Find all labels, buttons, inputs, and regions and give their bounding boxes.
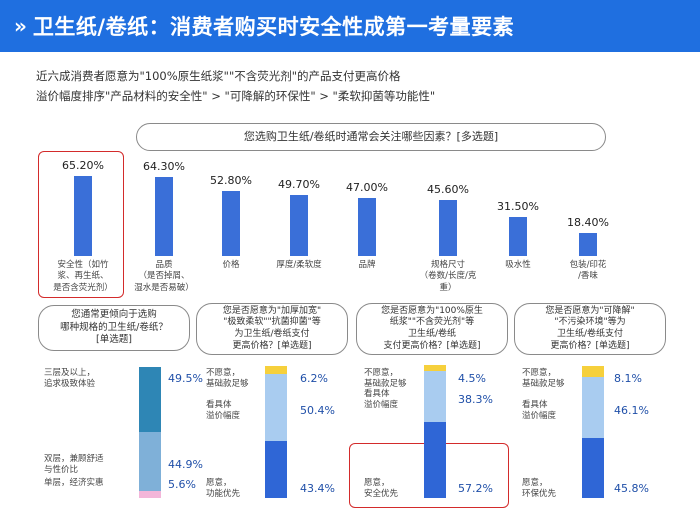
stack-3-segment-1 <box>424 371 446 422</box>
bar-7 <box>579 233 597 256</box>
bar-value-label-5: 45.60% <box>427 183 469 196</box>
stack-3-value-1: 38.3% <box>458 392 493 406</box>
stack-1-label-2: 三层及以上， 追求极致体验 <box>44 368 96 390</box>
header-banner: » 卫生纸/卷纸：消费者购买时安全性成第一考量要素 <box>0 0 700 52</box>
stack-3-value-2: 4.5% <box>458 372 486 385</box>
question-pill-function: 您是否愿意为"加厚加宽" "极致柔软""抗菌抑菌"等 为卫生纸/卷纸支付 更高价格？[… <box>196 303 348 355</box>
stack-2-label-0: 愿意， 功能优先 <box>206 478 241 500</box>
stack-1-label-0: 单层，经济实惠 <box>44 478 104 488</box>
stack-2-value-2: 6.2% <box>300 372 328 385</box>
stack-3-label-2: 不愿意， 基础款足够 <box>364 368 407 390</box>
stack-4-label-1: 看具体 溢价幅度 <box>522 399 557 421</box>
stack-4-label-0: 愿意， 环保优先 <box>522 478 557 500</box>
bar-5 <box>439 200 457 256</box>
bar-category-label-4: 品牌 <box>358 260 376 270</box>
double-chevron-icon: » <box>14 14 27 38</box>
stack-1-segment-2 <box>139 367 161 432</box>
bar-value-label-6: 31.50% <box>497 200 539 213</box>
bar-value-label-3: 49.70% <box>278 178 320 191</box>
stack-4-label-2: 不愿意， 基础款足够 <box>522 368 565 390</box>
stack-4-segment-0 <box>582 438 604 498</box>
stack-3-label-1: 看具体 溢价幅度 <box>364 388 399 410</box>
bar-2 <box>222 191 240 256</box>
stack-2-label-2: 不愿意， 基础款足够 <box>206 368 249 390</box>
stack-2-segment-1 <box>265 374 287 441</box>
stack-4-value-1: 46.1% <box>614 403 649 417</box>
stack-1-value-1: 44.9% <box>168 457 203 471</box>
main-question: 您选购卫生纸/卷纸时通常会关注哪些因素？[多选题] <box>136 123 606 151</box>
stack-4-segment-2 <box>582 366 604 377</box>
bar-1 <box>155 177 173 256</box>
stack-1-value-0: 5.6% <box>168 478 196 491</box>
bar-6 <box>509 217 527 256</box>
stack-2-value-1: 50.4% <box>300 403 335 417</box>
stack-3-segment-2 <box>424 365 446 371</box>
bar-3 <box>290 195 308 256</box>
bar-value-label-4: 47.00% <box>346 181 388 194</box>
question-pill-ply: 您通常更倾向于选购 哪种规格的卫生纸/卷纸？ [单选题] <box>38 305 190 351</box>
stack-4-segment-1 <box>582 377 604 438</box>
stack-2-value-0: 43.4% <box>300 482 335 495</box>
bar-category-label-1: 品质 （是否掉屑、 湿水是否易破） <box>134 260 194 293</box>
stack-1-segment-0 <box>139 491 161 498</box>
page-title: 卫生纸/卷纸：消费者购买时安全性成第一考量要素 <box>32 15 515 39</box>
bar-4 <box>358 198 376 256</box>
bar-category-label-3: 厚度/柔软度 <box>276 260 322 270</box>
stack-1-segment-1 <box>139 432 161 491</box>
bar-category-label-2: 价格 <box>222 260 240 270</box>
question-pill-eco: 您是否愿意为"可降解" "不污染环境"等为 卫生纸/卷纸支付 更高价格？[单选题] <box>514 303 666 355</box>
stack-2-segment-0 <box>265 441 287 498</box>
bar-category-label-5: 规格尺寸 （卷数/长度/克重） <box>419 260 477 293</box>
stack-1-label-1: 双层，兼顾舒适 与性价比 <box>44 453 104 475</box>
bar-category-label-7: 包装/印花/香味 <box>569 260 607 282</box>
bar-category-label-0: 安全性（如竹 浆、再生纸、 是否含荧光剂） <box>53 260 113 293</box>
stack-3-label-0: 愿意， 安全优先 <box>364 478 399 500</box>
stack-4-value-2: 8.1% <box>614 372 642 385</box>
bar-value-label-1: 64.30% <box>143 160 185 173</box>
stack-1-value-2: 49.5% <box>168 372 203 385</box>
bar-value-label-0: 65.20% <box>62 159 104 172</box>
bar-value-label-7: 18.40% <box>567 216 609 229</box>
question-pill-material: 您是否愿意为"100%原生 纸浆""不含荧光剂"等 卫生纸/卷纸 支付更高价格？[单选… <box>356 303 508 355</box>
subtitle-line-2: 溢价幅度排序"产品材料的安全性" > "可降解的环保性" > "柔软抑菌等功能性… <box>36 89 436 103</box>
stack-2-label-1: 看具体 溢价幅度 <box>206 399 241 421</box>
subtitle-line-1: 近六成消费者愿意为"100%原生纸浆""不含荧光剂"的产品支付更高价格 <box>36 69 401 83</box>
stack-2-segment-2 <box>265 366 287 374</box>
bar-category-label-6: 吸水性 <box>505 260 531 270</box>
bar-value-label-2: 52.80% <box>210 174 252 187</box>
highlight-box-safety <box>38 151 124 298</box>
stack-4-value-0: 45.8% <box>614 482 649 495</box>
stack-3-segment-0 <box>424 422 446 498</box>
stack-3-value-0: 57.2% <box>458 482 493 495</box>
bar-0 <box>74 176 92 256</box>
